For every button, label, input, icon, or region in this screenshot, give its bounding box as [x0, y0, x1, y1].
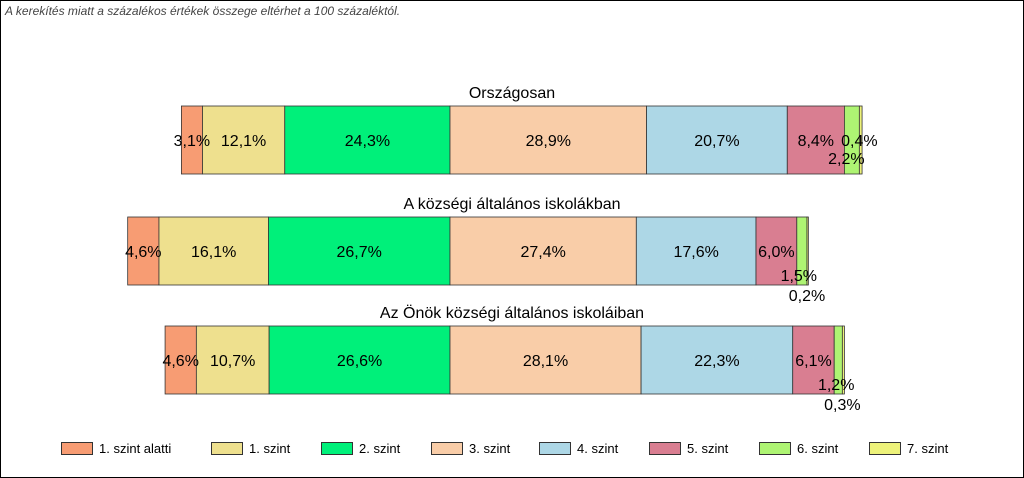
- legend-item: 5. szint: [649, 440, 728, 456]
- bar-segment: [164, 325, 197, 395]
- data-label: 10,7%: [210, 353, 255, 370]
- bar-segment: [841, 325, 845, 395]
- legend-item: 1. szint alatti: [61, 440, 171, 456]
- group-title: Országosan: [469, 85, 555, 102]
- legend-swatch: [869, 441, 901, 455]
- legend-label: 1. szint: [249, 440, 291, 456]
- bar-segment: [640, 325, 794, 395]
- data-label: 28,9%: [526, 133, 571, 150]
- legend-swatch: [649, 441, 681, 455]
- legend-item: 2. szint: [321, 440, 400, 456]
- bar-segment: [127, 216, 160, 286]
- legend-swatch: [61, 441, 93, 455]
- bar-segment: [858, 105, 863, 175]
- data-label: 1,2%: [818, 377, 854, 394]
- bar-segment: [635, 216, 757, 286]
- data-label: 1,5%: [781, 268, 817, 285]
- legend-item: 4. szint: [539, 440, 618, 456]
- legend-swatch: [431, 441, 463, 455]
- legend-swatch: [211, 441, 243, 455]
- data-label: 8,4%: [798, 133, 834, 150]
- bar-segment: [786, 105, 845, 175]
- data-label: 4,6%: [125, 244, 161, 261]
- group-title: Az Önök községi általános iskoláiban: [380, 304, 644, 322]
- bar-segment: [202, 105, 286, 175]
- data-label: 28,1%: [523, 353, 568, 370]
- data-label: 27,4%: [521, 244, 566, 261]
- bar-segment: [792, 325, 835, 395]
- data-label: 6,0%: [758, 244, 794, 261]
- data-label: 22,3%: [694, 353, 739, 370]
- data-label: 16,1%: [191, 244, 236, 261]
- legend-label: 5. szint: [687, 440, 729, 456]
- data-label: 0,4%: [841, 133, 877, 150]
- data-label: 26,6%: [337, 353, 382, 370]
- legend-label: 7. szint: [907, 440, 949, 456]
- legend-label: 1. szint alatti: [99, 440, 172, 456]
- data-label: 6,1%: [795, 353, 831, 370]
- legend-label: 3. szint: [469, 440, 511, 456]
- data-label: 12,1%: [221, 133, 266, 150]
- data-label: 17,6%: [674, 244, 719, 261]
- data-label: 4,6%: [162, 353, 198, 370]
- legend-swatch: [539, 441, 571, 455]
- bar-segment: [449, 105, 647, 175]
- data-label: 3,1%: [174, 133, 210, 150]
- legend-label: 6. szint: [797, 440, 839, 456]
- data-label: 0,2%: [789, 288, 825, 305]
- data-label: 20,7%: [694, 133, 739, 150]
- bar-segment: [806, 216, 809, 286]
- legend-swatch: [759, 441, 791, 455]
- legend-swatch: [321, 441, 353, 455]
- data-label: 2,2%: [828, 151, 864, 168]
- legend-item: 3. szint: [431, 440, 510, 456]
- legend-item: 1. szint: [211, 440, 290, 456]
- legend-item: 7. szint: [869, 440, 948, 456]
- bar-segment: [646, 105, 788, 175]
- legend-item: 6. szint: [759, 440, 838, 456]
- data-label: 26,7%: [337, 244, 382, 261]
- rounding-note: A kerekítés miatt a százalékos értékek ö…: [5, 4, 401, 18]
- data-label: 24,3%: [345, 133, 390, 150]
- group-title: A községi általános iskolákban: [403, 196, 620, 213]
- legend-label: 4. szint: [577, 440, 619, 456]
- bar-segment: [268, 216, 451, 286]
- data-label: 0,3%: [824, 397, 860, 414]
- bar-segment: [449, 216, 637, 286]
- legend-label: 2. szint: [359, 440, 401, 456]
- bar-segment: [268, 325, 451, 395]
